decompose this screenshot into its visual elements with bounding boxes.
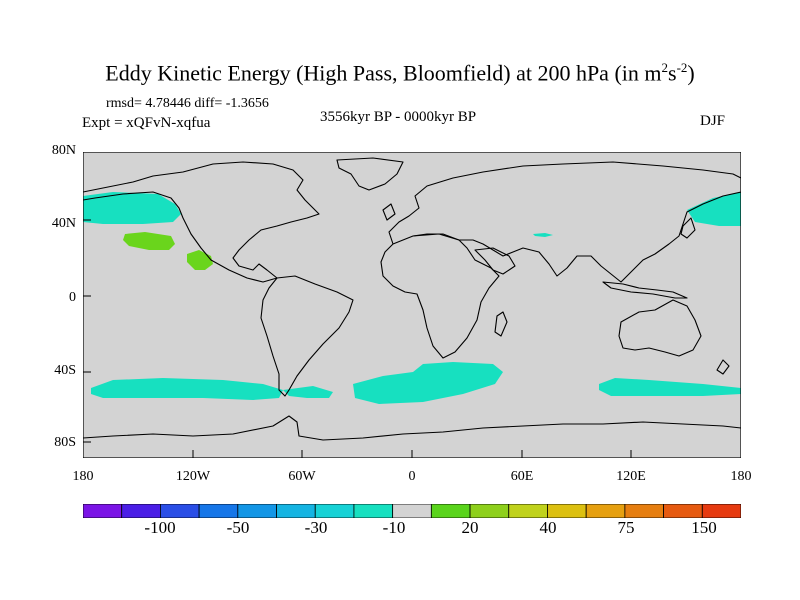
coast-antarctica <box>83 415 741 441</box>
lat-label: 80N <box>51 143 76 158</box>
world-map <box>83 152 741 458</box>
coastlines <box>83 157 741 441</box>
cyan-patch-south-pacific <box>91 378 283 400</box>
cyan-patch-south-america <box>283 386 333 398</box>
cyan-patch-northwest-pacific <box>687 192 741 226</box>
colorbar-box <box>353 504 394 518</box>
colorbar-box <box>276 504 316 518</box>
experiment-label: Expt = xQFvN-xqfua <box>82 115 211 131</box>
coast-north-america <box>83 161 320 283</box>
cyan-patch-southern-indian <box>599 378 741 396</box>
lon-label: 120W <box>175 469 211 484</box>
colorbar-box <box>198 504 239 518</box>
coast-arabia <box>474 247 516 275</box>
colorbar-box <box>121 504 161 518</box>
coast-new-zealand <box>716 359 730 375</box>
colorbar-label: -100 <box>144 518 176 537</box>
colorbar-box <box>160 504 200 518</box>
lat-label: 40N <box>51 216 76 231</box>
lon-label: 60E <box>510 469 534 484</box>
lat-label: 80S <box>54 435 76 450</box>
coast-indonesia <box>602 281 688 299</box>
cyan-patch-north-pacific <box>83 192 181 224</box>
lon-label: 0 <box>408 469 416 484</box>
lon-label: 180 <box>72 469 94 484</box>
lon-label: 60W <box>288 469 316 484</box>
coast-japan <box>680 217 696 239</box>
lon-label: 120E <box>616 469 646 484</box>
axis-ticks <box>83 152 632 458</box>
colorbar-label: 20 <box>461 518 479 537</box>
lat-label: 40S <box>54 363 76 378</box>
colorbar-box <box>430 504 471 518</box>
green-patch-pacific <box>123 232 175 250</box>
stats-label: rmsd= 4.78446 diff= -1.3656 <box>106 96 269 111</box>
lat-label: 0 <box>69 290 76 305</box>
colorbar-box <box>663 504 703 518</box>
colorbar-box <box>237 504 277 518</box>
coast-south-america <box>260 275 354 397</box>
colorbar-label: 150 <box>691 518 717 537</box>
colorbar-label: 40 <box>539 518 557 537</box>
colorbar <box>83 504 741 518</box>
map-background <box>83 152 741 458</box>
colorbar-box <box>624 504 664 518</box>
colorbar-box <box>701 504 741 518</box>
season-label: DJF <box>700 113 726 129</box>
coast-madagascar <box>494 311 508 337</box>
colorbar-label: 75 <box>617 518 635 537</box>
colorbar-box <box>392 504 432 518</box>
colorbar-label: -30 <box>304 518 328 537</box>
period-label: 3556kyr BP - 0000kyr BP <box>320 109 477 125</box>
cyan-patch-asia-small <box>533 233 553 237</box>
colorbar-box <box>83 504 123 518</box>
colorbar-label: -50 <box>226 518 250 537</box>
colorbar-box <box>314 504 355 518</box>
lon-label: 180 <box>730 469 752 484</box>
cyan-patch-south-atlantic <box>353 362 503 404</box>
coast-uk <box>382 203 396 221</box>
coast-africa <box>380 233 500 359</box>
plot-title: Eddy Kinetic Energy (High Pass, Bloomfie… <box>105 60 695 86</box>
colorbar-box <box>508 504 548 518</box>
coast-australia <box>618 299 702 357</box>
anomaly-patches <box>83 192 741 404</box>
colorbar-box <box>547 504 587 518</box>
colorbar-box <box>469 504 510 518</box>
colorbar-label: -10 <box>382 518 406 537</box>
coast-greenland <box>336 157 404 191</box>
colorbar-box <box>585 504 626 518</box>
